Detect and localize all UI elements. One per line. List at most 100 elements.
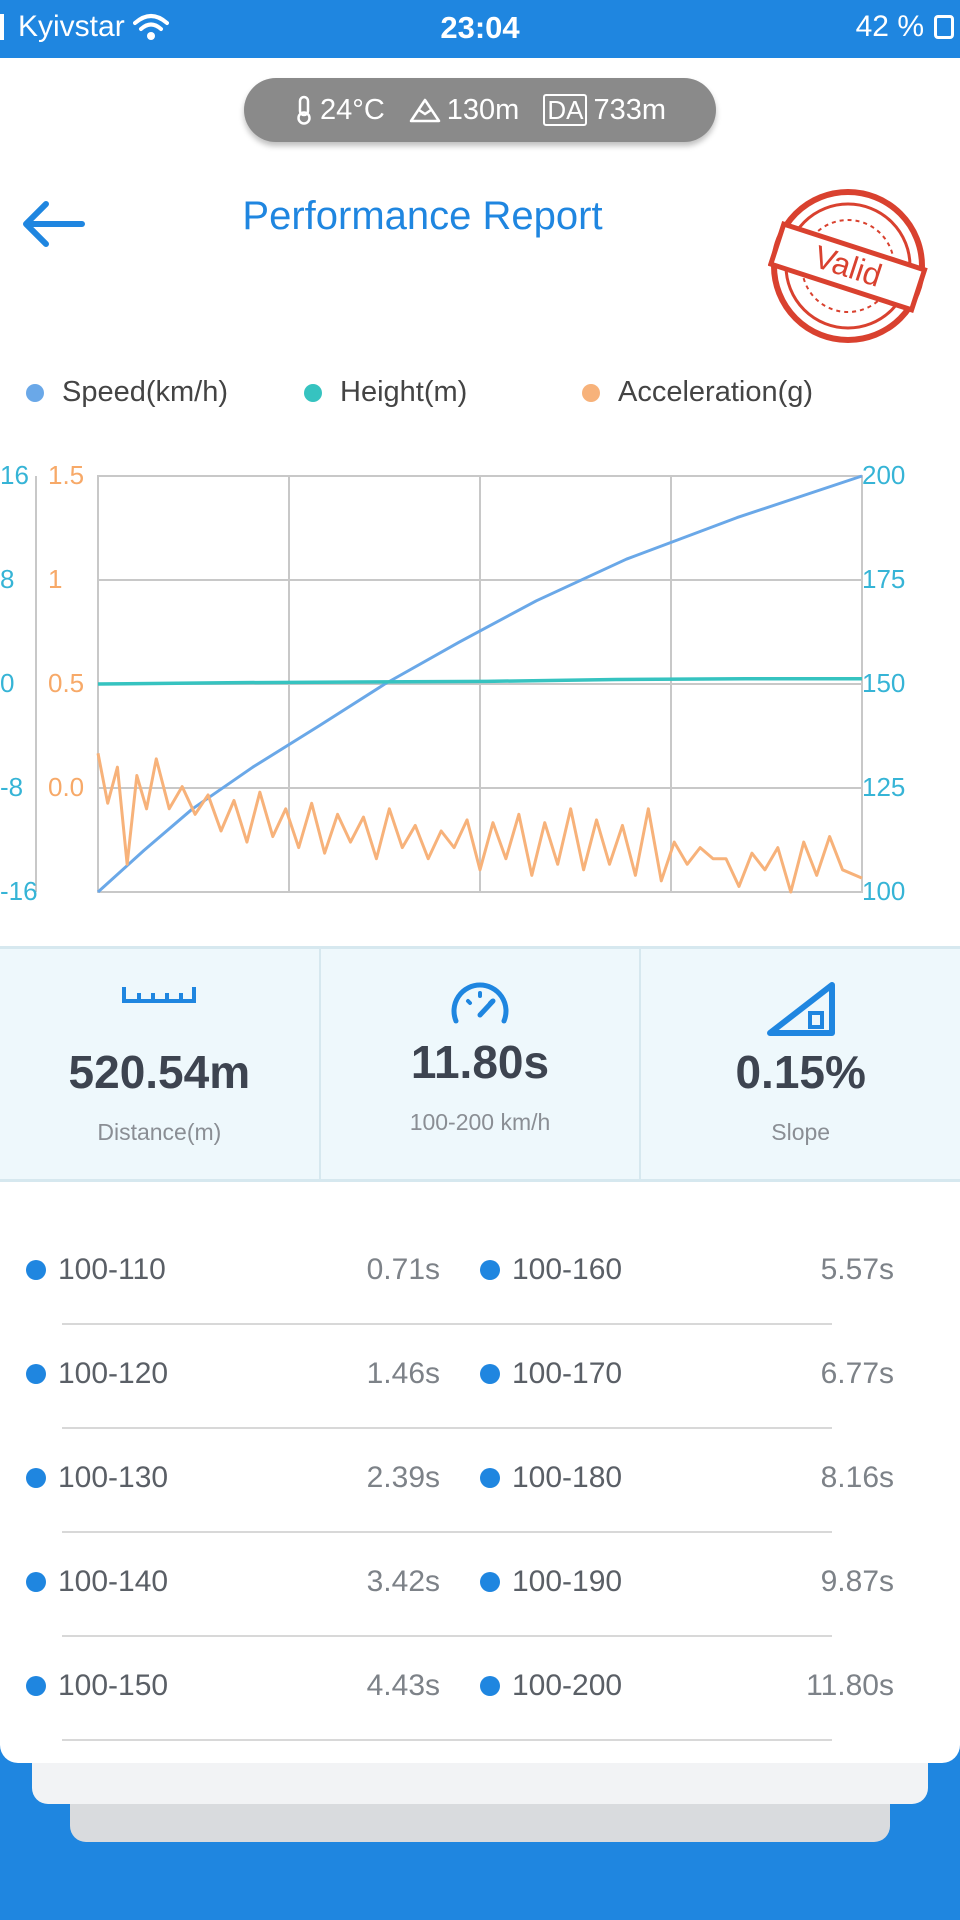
row-divider [62,1427,832,1429]
split-label: 100-110 [58,1253,166,1286]
time-value: 11.80s [410,1036,550,1088]
speed-tick-label: 200 [862,460,905,490]
split-item: 100-160 [480,1253,622,1287]
battery-icon [934,15,954,39]
acceleration-tick-label: 1.5 [48,460,84,490]
height-tick-label: 8 [0,564,14,594]
bullet-dot [480,1364,500,1384]
legend-height[interactable]: Height(m) [304,376,467,409]
row-divider [62,1531,832,1533]
distance-value: 520.54m [68,1046,251,1098]
ruler-icon [122,987,197,1003]
split-times-list: 100-110 0.71s 100-160 5.57s 100-120 1.46… [0,1253,960,1763]
bullet-dot [26,1364,46,1384]
temperature: 24°C [294,94,385,127]
report-card: 24°C 130m DA 733m Performance Report Val… [0,58,960,1763]
slope-label: Slope [771,1119,831,1145]
split-label: 100-140 [58,1565,169,1598]
split-time: 8.16s [820,1461,894,1494]
altitude: 130m [409,94,519,127]
bullet-dot [26,1676,46,1696]
bullet-dot [26,1572,46,1592]
legend-speed[interactable]: Speed(km/h) [26,376,228,409]
split-time: 3.42s [366,1565,440,1598]
page-title: Performance Report [242,194,603,238]
legend-acceleration[interactable]: Acceleration(g) [582,376,813,409]
bullet-dot [480,1468,500,1488]
time-summary: 11.80s 100-200 km/h [318,949,640,1179]
height-tick-label: -8 [0,772,23,802]
split-item: 100-110 [26,1253,166,1287]
split-item: 100-130 [26,1461,168,1495]
speedometer-icon [451,982,509,1024]
split-label: 100-130 [58,1461,169,1494]
split-row: 100-110 0.71s 100-160 5.57s [0,1253,960,1357]
split-item: 100-170 [480,1357,622,1391]
split-time: 6.77s [820,1357,894,1390]
split-item: 100-140 [26,1565,168,1599]
split-item: 100-120 [26,1357,168,1391]
row-divider [62,1635,832,1637]
bullet-dot [480,1676,500,1696]
temperature-value: 24°C [319,93,385,126]
carrier-name: Kyivstar [18,10,125,43]
speed-series-line [96,474,863,894]
summary-panel: 520.54m Distance(m) 11.80s 100-200 km/h … [0,946,960,1182]
split-time: 4.43s [366,1669,440,1702]
bullet-dot [480,1260,500,1280]
split-label: 100-120 [58,1357,169,1390]
mountain-icon [409,98,441,123]
row-divider [62,1739,832,1741]
environment-pill: 24°C 130m DA 733m [244,78,716,142]
density-altitude: DA 733m [543,94,666,127]
split-row: 100-150 4.43s 100-200 11.80s [0,1669,960,1763]
valid-stamp-icon: Valid [768,189,928,343]
acceleration-tick-label: 0.0 [48,772,84,802]
legend-dot [582,383,600,402]
speed-tick-label: 150 [862,668,905,698]
split-time: 2.39s [366,1461,440,1494]
slope-icon [766,982,835,1036]
status-bar: Kyivstar 23:04 42 % [0,0,960,58]
height-series-line [97,677,862,686]
acceleration-tick-label: 0.5 [48,668,84,698]
legend-dot [26,383,44,402]
split-label: 100-160 [512,1253,623,1286]
height-tick-label: 16 [0,460,29,490]
carrier: Kyivstar [0,10,169,44]
split-time: 11.80s [806,1669,894,1702]
legend-label: Speed(km/h) [62,376,229,408]
distance-label: Distance(m) [97,1119,222,1145]
split-item: 100-190 [480,1565,622,1599]
split-label: 100-200 [512,1669,623,1702]
legend-dot [304,383,322,402]
distance-summary: 520.54m Distance(m) [0,949,319,1179]
slope-value: 0.15% [735,1046,866,1098]
split-label: 100-170 [512,1357,623,1390]
bullet-dot [26,1468,46,1488]
da-badge: DA [543,94,588,126]
split-label: 100-180 [512,1461,623,1494]
signal-icon [0,14,4,40]
speed-tick-label: 125 [862,772,905,802]
thermometer-icon [297,95,311,125]
time-label: 100-200 km/h [409,1109,551,1135]
wifi-icon [132,14,169,40]
performance-chart: 16 8 0 -8 -16 1.5 1 0.5 0.0 200 175 150 125 100 [0,460,905,906]
row-divider [62,1323,832,1325]
clock: 23:04 [440,10,520,45]
bullet-dot [480,1572,500,1592]
legend-label: Height(m) [340,376,468,408]
acceleration-series-line [96,753,863,894]
split-item: 100-150 [26,1669,168,1703]
split-label: 100-190 [512,1565,623,1598]
height-tick-label: -16 [0,876,38,906]
split-item: 100-180 [480,1461,622,1495]
split-time: 0.71s [366,1253,440,1286]
split-label: 100-150 [58,1669,169,1702]
battery-percent: 42 % [855,10,924,43]
split-item: 100-200 [480,1669,622,1703]
split-time: 9.87s [820,1565,894,1598]
back-arrow-icon[interactable] [16,188,86,258]
split-time: 5.57s [820,1253,894,1286]
